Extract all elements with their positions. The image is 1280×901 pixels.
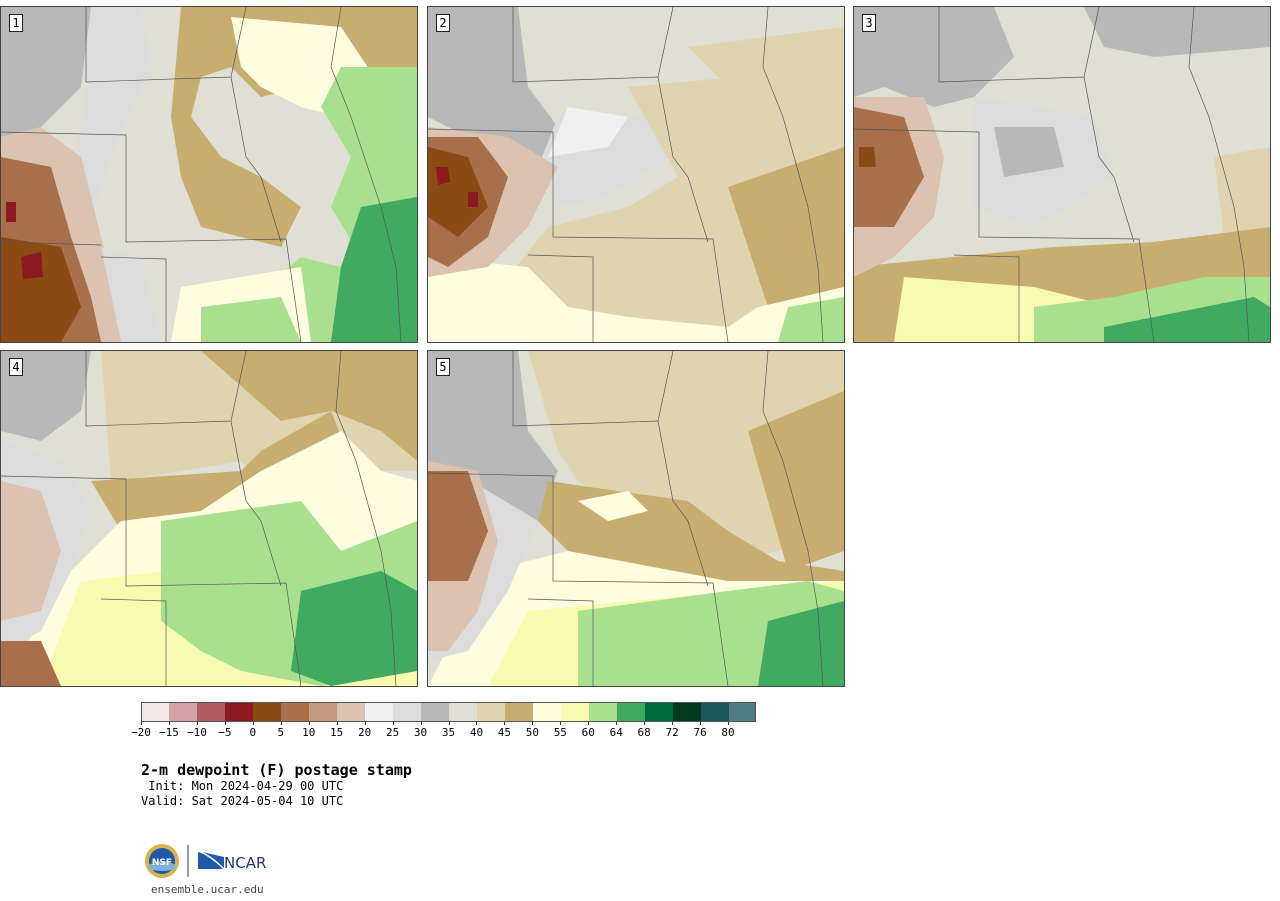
colorbar-swatch: [616, 702, 645, 722]
ncar-logo-icon: NCAR: [197, 850, 266, 872]
colorbar-tickmark: [336, 722, 338, 725]
colorbar-swatch: [504, 702, 533, 722]
colorbar-tickmark: [700, 722, 702, 725]
dewpoint-map-5: [428, 351, 844, 686]
colorbar-tickmark: [420, 722, 422, 725]
colorbar-swatch: [588, 702, 617, 722]
colorbar-tick-label: 40: [469, 726, 484, 739]
colorbar-tickmark: [224, 722, 226, 725]
colorbar-swatch: [224, 702, 254, 722]
map-panel-1: 1: [0, 6, 418, 343]
colorbar-tickmark: [532, 722, 534, 725]
map-panel-4: 4: [0, 350, 418, 687]
dewpoint-map-4: [1, 351, 417, 686]
colorbar-swatch: [196, 702, 226, 722]
colorbar-tick-label: 50: [525, 726, 539, 739]
svg-text:NCAR: NCAR: [224, 854, 266, 872]
colorbar-tick-label: 60: [581, 726, 595, 739]
dewpoint-colorbar: [141, 702, 757, 722]
colorbar-tickmark: [392, 722, 394, 725]
colorbar-swatch: [420, 702, 449, 722]
figure-title: 2-m dewpoint (F) postage stamp: [141, 761, 412, 779]
colorbar-tick-label: 15: [330, 726, 344, 739]
dewpoint-map-1: [1, 7, 417, 342]
colorbar-tickmark: [168, 722, 170, 725]
valid-time: Valid: Sat 2024-05-04 10 UTC: [141, 794, 344, 808]
colorbar-tickmark: [280, 722, 282, 725]
colorbar-tickmark: [196, 722, 198, 725]
colorbar-tickmark: [252, 722, 254, 725]
colorbar-tick-label: 35: [441, 726, 456, 739]
nsf-ncar-logo: NSF NCAR: [145, 844, 266, 878]
colorbar-tick-label: −15: [159, 726, 179, 739]
colorbar-tick-label: −20: [131, 726, 151, 739]
colorbar-tick-label: 55: [553, 726, 567, 739]
logo-block: NSF NCAR: [144, 843, 274, 879]
panel-number: 1: [9, 14, 23, 32]
panel-number: 2: [436, 14, 450, 32]
map-panel-2: 2: [427, 6, 845, 343]
colorbar-tick-label: −5: [218, 726, 232, 739]
colorbar-swatch: [532, 702, 561, 722]
colorbar-swatch: [280, 702, 310, 722]
svg-text:NSF: NSF: [152, 858, 172, 868]
map-panel-3: 3: [853, 6, 1271, 343]
dewpoint-map-3: [854, 7, 1270, 342]
colorbar-tick-label: 30: [413, 726, 428, 739]
colorbar-tickmark: [364, 722, 366, 725]
colorbar-tickmark: [560, 722, 562, 725]
colorbar-tickmark: [504, 722, 506, 725]
colorbar-tick-label: 5: [277, 726, 285, 739]
colorbar-tick-label: 0: [249, 726, 257, 739]
colorbar-swatch: [308, 702, 338, 722]
colorbar-tickmark: [141, 722, 142, 725]
colorbar-swatch: [672, 702, 701, 722]
colorbar-tick-label: 80: [721, 726, 735, 739]
colorbar-swatch: [336, 702, 366, 722]
nsf-logo-icon: NSF: [145, 844, 179, 878]
colorbar-tickmark: [672, 722, 674, 725]
colorbar-tick-label: 25: [385, 726, 400, 739]
colorbar-tick-label: 76: [693, 726, 707, 739]
colorbar-tickmark: [308, 722, 310, 725]
colorbar-swatch: [448, 702, 477, 722]
colorbar-tick-label: 45: [497, 726, 512, 739]
dewpoint-map-2: [428, 7, 844, 342]
colorbar-tick-label: 20: [358, 726, 372, 739]
colorbar-swatch: [141, 702, 170, 722]
colorbar-tick-label: 72: [665, 726, 679, 739]
colorbar-swatch: [168, 702, 198, 722]
colorbar-swatch: [560, 702, 589, 722]
colorbar-swatch: [364, 702, 394, 722]
colorbar-swatch: [728, 702, 757, 722]
colorbar-swatch: [476, 702, 505, 722]
colorbar-swatch: [644, 702, 673, 722]
init-time: Init: Mon 2024-04-29 00 UTC: [141, 779, 344, 793]
colorbar-tickmark: [728, 722, 730, 725]
colorbar-tickmark: [588, 722, 590, 725]
colorbar-tickmark: [448, 722, 450, 725]
colorbar-swatch: [392, 702, 422, 722]
colorbar-swatch: [700, 702, 729, 722]
colorbar-swatch: [252, 702, 282, 722]
panel-number: 4: [9, 358, 23, 376]
colorbar-tick-label: 64: [609, 726, 623, 739]
panel-number: 3: [862, 14, 876, 32]
colorbar-tickmark: [476, 722, 478, 725]
map-panel-5: 5: [427, 350, 845, 687]
colorbar-tick-label: 68: [637, 726, 651, 739]
panel-number: 5: [436, 358, 450, 376]
colorbar-tickmark: [644, 722, 646, 725]
colorbar-tick-label: 10: [302, 726, 316, 739]
colorbar-tick-label: −10: [186, 726, 207, 739]
colorbar-tickmark: [616, 722, 618, 725]
footer-url: ensemble.ucar.edu: [151, 883, 264, 896]
